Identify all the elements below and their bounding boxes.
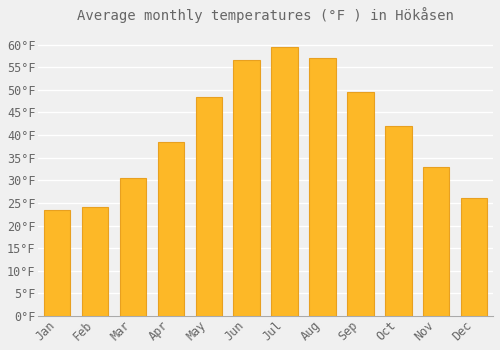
Bar	[461, 198, 487, 316]
Bar	[347, 92, 374, 316]
Bar	[234, 61, 260, 316]
Bar	[158, 142, 184, 316]
Title: Average monthly temperatures (°F ) in Hökåsen: Average monthly temperatures (°F ) in Hö…	[77, 7, 454, 23]
Bar	[196, 97, 222, 316]
Bar	[309, 58, 336, 316]
Bar	[385, 126, 411, 316]
Bar	[423, 167, 450, 316]
Bar	[272, 47, 298, 316]
Bar	[120, 178, 146, 316]
Bar	[82, 208, 108, 316]
Bar	[44, 210, 70, 316]
